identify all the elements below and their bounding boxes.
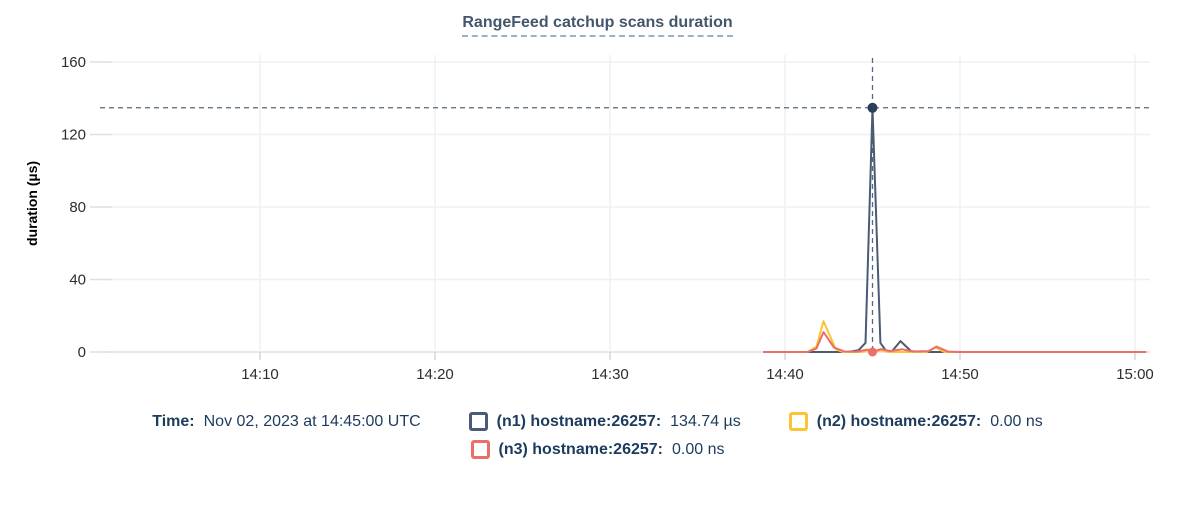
x-tick-label: 14:10 [241,366,279,383]
legend-item-n1[interactable]: (n1) hostname:26257: 134.74 µs [468,412,741,431]
legend-swatch-n1 [468,412,488,431]
hover-dot-peak [867,102,878,113]
legend-swatch-n2 [788,412,808,431]
legend-row-2: (n3) hostname:26257: 0.00 ns [470,440,725,459]
x-tick-label: 15:00 [1116,366,1154,383]
x-tick-label: 14:40 [766,366,804,383]
legend-item-n3[interactable]: (n3) hostname:26257: 0.00 ns [470,440,725,459]
x-tick-label: 14:30 [591,366,629,383]
legend-series-value: 134.74 µs [670,412,741,430]
y-tick-label: 80 [69,199,86,216]
chart-legend: Time: Nov 02, 2023 at 14:45:00 UTC (n1) … [0,412,1195,459]
y-tick-label: 40 [69,272,86,289]
chart-wrap: 0 40 80 120 160 14:10 14:20 14:30 14:40 14:50 15:0… [0,0,1195,402]
x-tick-label: 14:20 [416,366,454,383]
legend-series-name: (n1) hostname:26257: [496,412,662,430]
chart-title-row: RangeFeed catchup scans duration [0,14,1195,37]
series-line-n3[interactable] [763,331,1147,353]
y-tick-label: 160 [61,54,86,71]
y-tick-label: 120 [61,127,86,144]
legend-row-1: Time: Nov 02, 2023 at 14:45:00 UTC (n1) … [152,412,1043,431]
chart-plot-area[interactable] [100,55,1150,352]
x-tick-label: 14:50 [941,366,979,383]
hover-dot-baseline [868,347,877,357]
y-axis-label: duration (µs) [24,161,40,246]
legend-series-name: (n3) hostname:26257: [498,440,664,458]
duration-chart[interactable]: 0 40 80 120 160 14:10 14:20 14:30 14:40 14:50 15:0… [0,0,1195,402]
legend-series-value: 0.00 ns [672,440,725,458]
y-tick-label: 0 [78,344,86,361]
hover-time-value: Nov 02, 2023 at 14:45:00 UTC [203,412,421,430]
chart-title[interactable]: RangeFeed catchup scans duration [462,14,733,37]
legend-item-n2[interactable]: (n2) hostname:26257: 0.00 ns [788,412,1043,431]
legend-series-name: (n2) hostname:26257: [816,412,982,430]
legend-swatch-n3 [470,440,490,459]
hover-time: Time: Nov 02, 2023 at 14:45:00 UTC [152,413,420,431]
hover-time-label: Time: [152,412,195,430]
legend-series-value: 0.00 ns [990,412,1043,430]
